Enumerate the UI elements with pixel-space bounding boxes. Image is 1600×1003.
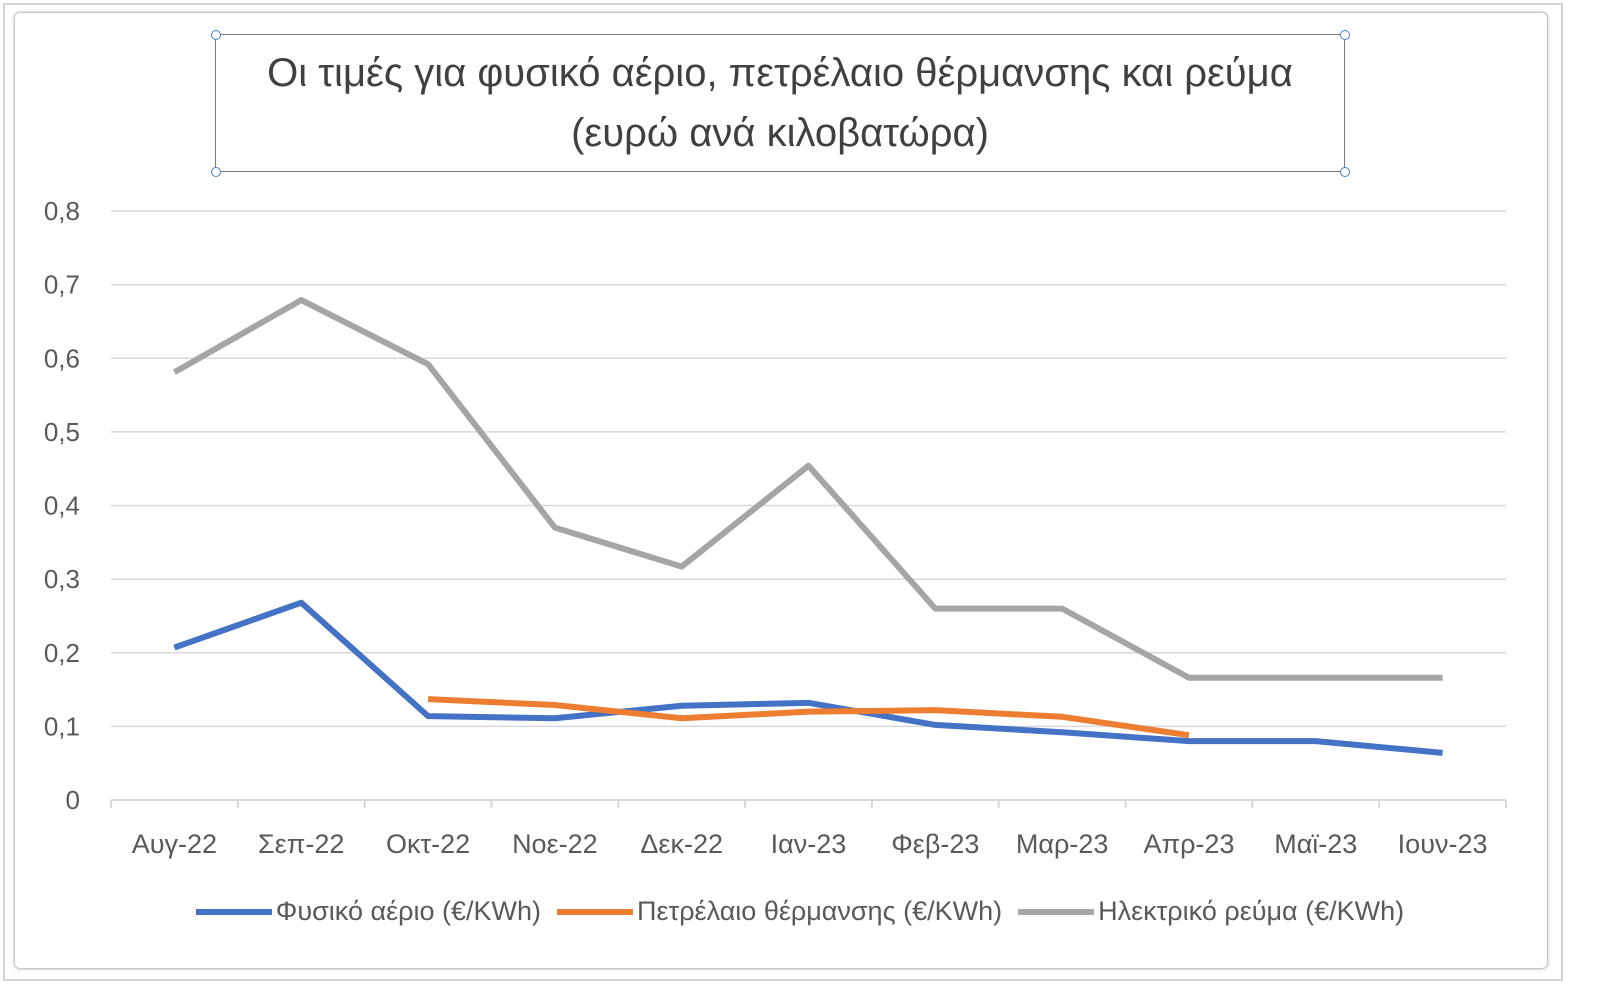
x-tick-label: Φεβ-23 [891, 829, 979, 859]
resize-handle[interactable] [1340, 30, 1350, 40]
legend-swatch [1018, 908, 1095, 915]
chart-title[interactable]: Οι τιμές για φυσικό αέριο, πετρέλαιο θέρ… [215, 34, 1345, 172]
resize-handle[interactable] [211, 167, 221, 177]
x-tick-label: Οκτ-22 [386, 829, 470, 859]
chart-title-text: Οι τιμές για φυσικό αέριο, πετρέλαιο θέρ… [267, 51, 1293, 155]
x-tick-label: Νοε-22 [512, 829, 598, 859]
y-tick-label: 0,6 [44, 343, 80, 373]
legend-item: Πετρέλαιο θέρμανσης (€/KWh) [557, 896, 1002, 927]
legend-label: Φυσικό αέριο (€/KWh) [275, 896, 541, 926]
y-tick-label: 0 [66, 785, 80, 815]
y-tick-label: 0,5 [44, 417, 80, 447]
y-tick-label: 0,7 [44, 270, 80, 300]
resize-handle[interactable] [211, 30, 221, 40]
x-tick-label: Ιαν-23 [771, 829, 847, 859]
legend-swatch [557, 908, 633, 915]
legend-item: Φυσικό αέριο (€/KWh) [195, 896, 541, 927]
x-tick-label: Σεπ-22 [258, 829, 344, 859]
y-tick-label: 0,4 [44, 491, 80, 521]
x-tick-label: Μαϊ-23 [1274, 829, 1357, 859]
x-tick-label: Μαρ-23 [1016, 829, 1108, 859]
resize-handle[interactable] [1340, 167, 1350, 177]
legend-label: Πετρέλαιο θέρμανσης (€/KWh) [637, 896, 1003, 926]
y-tick-label: 0,1 [44, 711, 80, 741]
legend: Φυσικό αέριο (€/KWh) Πετρέλαιο θέρμανσης… [0, 896, 1600, 927]
y-tick-label: 0,2 [44, 638, 80, 668]
x-tick-label: Απρ-23 [1143, 829, 1234, 859]
series-line [172, 297, 1443, 681]
legend-item: Ηλεκτρικό ρεύμα (€/KWh) [1018, 896, 1404, 927]
chart-area[interactable] [14, 12, 1548, 969]
x-tick-label: Αυγ-22 [132, 829, 217, 859]
y-tick-label: 0,3 [44, 564, 80, 594]
y-tick-label: 0,8 [44, 196, 80, 226]
x-tick-label: Ιουν-23 [1398, 829, 1488, 859]
legend-swatch [195, 908, 272, 915]
legend-label: Ηλεκτρικό ρεύμα (€/KWh) [1098, 896, 1405, 926]
x-tick-label: Δεκ-22 [640, 829, 723, 859]
chart-frame [3, 3, 1563, 981]
